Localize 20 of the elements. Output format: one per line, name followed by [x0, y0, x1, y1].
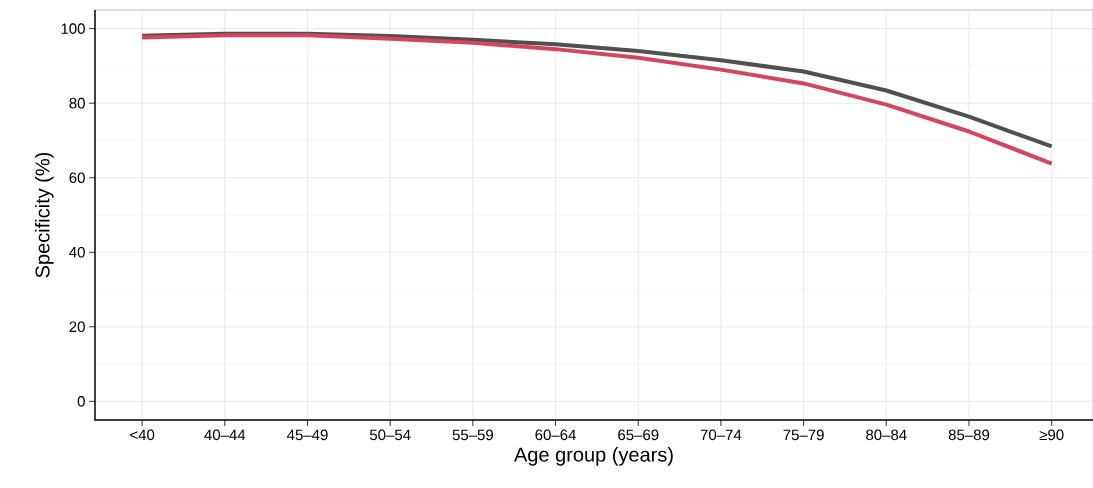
y-tick-label: 20 — [69, 321, 85, 333]
x-tick-label: 70–74 — [700, 429, 742, 441]
x-tick-label: 55–59 — [452, 429, 493, 441]
x-tick-label: 85–89 — [948, 429, 990, 441]
y-tick-label: 0 — [77, 396, 85, 407]
y-tick-label: 100 — [61, 23, 85, 34]
y-tick-label: 60 — [69, 172, 85, 184]
x-tick-label: 45–49 — [286, 429, 328, 441]
x-tick-label: <40 — [130, 429, 155, 441]
x-tick-label: 75–79 — [783, 429, 824, 441]
x-tick-label: ≥90 — [1039, 429, 1064, 441]
y-axis-title: Specificity (%) — [34, 152, 54, 278]
y-tick-label: 80 — [69, 97, 85, 109]
x-axis-title: Age group (years) — [514, 447, 673, 466]
x-tick-label: 40–44 — [204, 429, 246, 441]
x-tick-label: 50–54 — [369, 429, 411, 441]
y-tick-label: 40 — [69, 246, 85, 258]
x-tick-label: 65–69 — [618, 429, 659, 441]
x-tick-label: 60–64 — [535, 429, 576, 441]
x-tick-label: 80–84 — [866, 429, 907, 441]
